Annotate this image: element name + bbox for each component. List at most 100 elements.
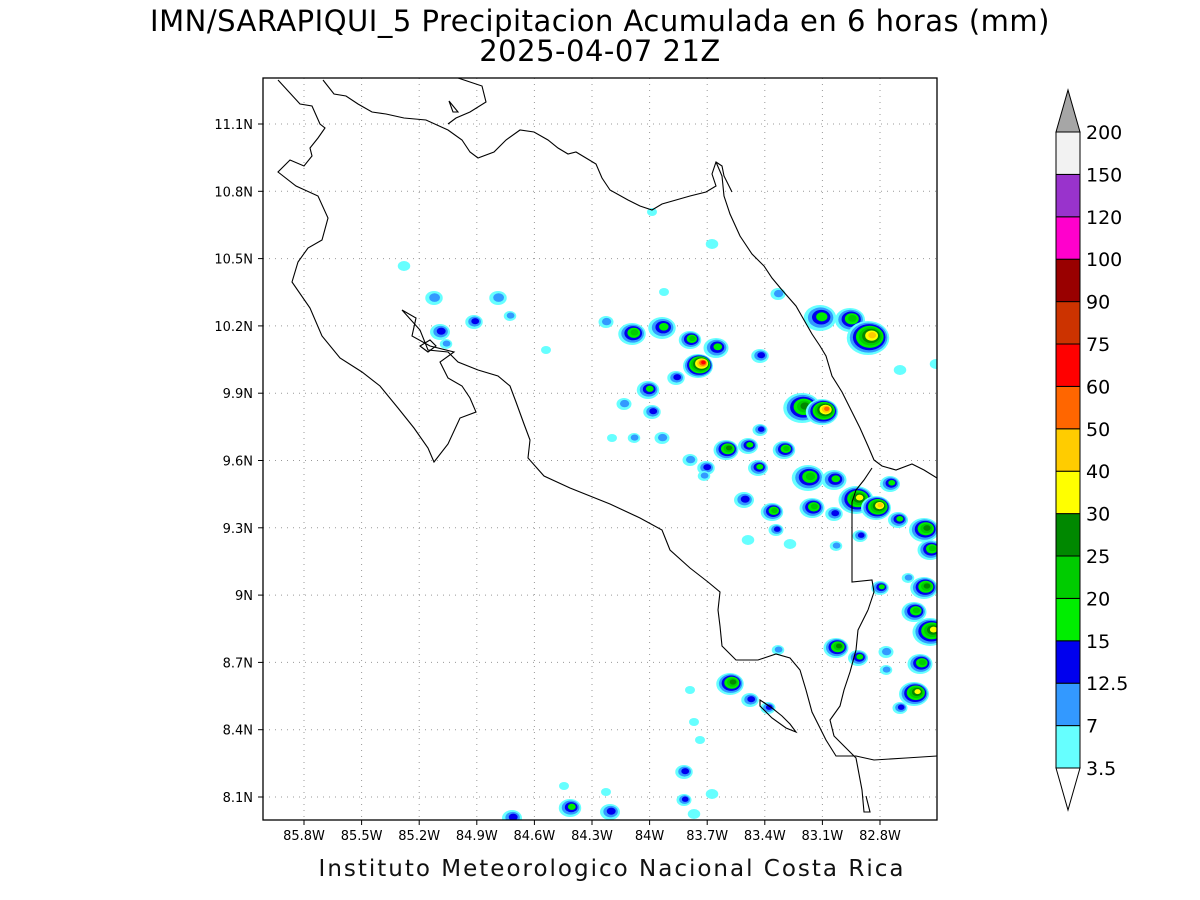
lon-tick-label: 85.5W	[341, 829, 383, 844]
latitude-axis: 11.1N 10.8N 10.5N 10.2N 9.9N 9.6N 9.3N 9N 8.7N 8.…	[214, 118, 263, 806]
rain-cell	[697, 461, 715, 475]
rain-cell	[678, 331, 702, 349]
rain-cell	[676, 794, 692, 806]
lon-tick-label: 82.8W	[859, 829, 901, 844]
rain-cell	[909, 518, 937, 542]
lat-tick-label: 9.9N	[223, 387, 253, 402]
colorbar-label: 3.5	[1086, 758, 1116, 780]
colorbar-label: 200	[1086, 122, 1122, 144]
footer-credit: Instituto Meteorologico Nacional Costa R…	[318, 856, 906, 882]
rain-cell	[770, 288, 786, 300]
map-title: IMN/SARAPIQUI_5 Precipitacion Acumulada …	[150, 4, 1050, 38]
rain-cell	[846, 321, 890, 355]
colorbar-swatch	[1055, 470, 1081, 515]
rain-cell	[771, 645, 785, 655]
rain-cell	[647, 208, 657, 216]
colorbar-label: 20	[1086, 588, 1110, 610]
rain-cell	[559, 782, 569, 790]
rain-cell	[705, 789, 719, 799]
rain-cell	[791, 465, 825, 491]
colorbar-label: 120	[1086, 207, 1122, 229]
precipitation-field	[397, 208, 937, 820]
colorbar-swatch	[1055, 513, 1081, 557]
lat-tick-label: 9.3N	[223, 522, 253, 537]
rain-cell	[600, 804, 620, 820]
colorbar-swatch	[1055, 385, 1081, 430]
rain-cell	[439, 339, 453, 349]
rain-cell	[675, 765, 693, 779]
coastline-and-borders	[277, 78, 937, 813]
colorbar-lower-arrow	[1055, 767, 1081, 812]
lat-tick-label: 10.5N	[214, 253, 253, 268]
colorbar-label: 60	[1086, 376, 1110, 398]
rain-cell	[695, 736, 705, 744]
colorbar-swatch	[1055, 682, 1081, 727]
rain-cell	[878, 646, 894, 658]
rain-cell	[705, 239, 719, 249]
rain-cell	[803, 305, 837, 331]
colorbar-swatch	[1055, 216, 1081, 260]
lat-tick-label: 10.8N	[214, 185, 253, 200]
rain-cell	[825, 507, 843, 521]
rain-cell	[871, 581, 889, 595]
rain-cell	[654, 432, 670, 444]
colorbar-swatch	[1055, 555, 1081, 599]
colorbar-swatch	[1055, 428, 1081, 472]
lat-tick-label: 11.1N	[214, 118, 253, 133]
colorbar-label: 50	[1086, 419, 1110, 441]
rain-cell	[465, 315, 483, 329]
lat-tick-label: 10.2N	[214, 320, 253, 335]
lon-tick-label: 85.8W	[283, 829, 325, 844]
rain-cell	[823, 638, 849, 658]
rain-cell	[748, 460, 768, 476]
rain-cell	[697, 471, 711, 481]
rain-cell	[659, 288, 669, 296]
rain-cell	[929, 359, 937, 369]
rain-cell	[772, 441, 796, 459]
map-datetime: 2025-04-07 21Z	[479, 34, 721, 68]
lon-tick-label: 84.6W	[513, 829, 555, 844]
rain-cell	[502, 810, 522, 820]
colorbar-label: 30	[1086, 504, 1110, 526]
map-frame	[262, 77, 938, 821]
rain-cell	[907, 654, 933, 674]
rain-cell	[685, 686, 695, 694]
lat-tick-label: 9N	[235, 589, 253, 604]
rain-cell	[861, 496, 891, 520]
lat-tick-label: 9.6N	[223, 455, 253, 470]
colorbar-swatch	[1055, 725, 1081, 769]
rain-cell	[667, 371, 685, 385]
rain-cell	[716, 673, 744, 695]
rain-cell	[430, 324, 450, 340]
lat-tick-label: 8.1N	[223, 791, 253, 806]
rain-cell	[616, 398, 632, 410]
lon-tick-label: 85.2W	[398, 829, 440, 844]
colorbar-label: 12.5	[1086, 673, 1128, 695]
rain-cell	[829, 541, 843, 551]
rain-cell	[601, 788, 611, 796]
lon-tick-label: 83.4W	[744, 829, 786, 844]
rain-cell	[489, 291, 507, 305]
lat-tick-label: 8.7N	[223, 656, 253, 671]
rain-cell	[848, 650, 868, 666]
colorbar-label: 90	[1086, 292, 1110, 314]
lat-tick-label: 8.4N	[223, 724, 253, 739]
lon-tick-label: 84W	[635, 829, 665, 844]
colorbar-legend: 3.5 7 12.5 15 20 25 30 40 50 60 75 90 100 120 150 200	[1055, 88, 1128, 812]
rain-cell	[893, 365, 907, 375]
colorbar-label: 100	[1086, 249, 1122, 271]
rain-cell	[618, 323, 646, 345]
colorbar-swatch	[1055, 343, 1081, 387]
rain-cell	[558, 799, 582, 817]
rain-cell	[503, 311, 517, 321]
colorbar-label: 25	[1086, 546, 1110, 568]
rain-cell	[888, 512, 908, 528]
rain-cell	[683, 354, 713, 378]
rain-cell	[912, 618, 937, 646]
colorbar-label: 150	[1086, 164, 1122, 186]
rain-cell	[751, 349, 769, 363]
rain-cell	[783, 539, 797, 549]
graticule	[263, 78, 937, 820]
rain-cell	[607, 434, 617, 442]
